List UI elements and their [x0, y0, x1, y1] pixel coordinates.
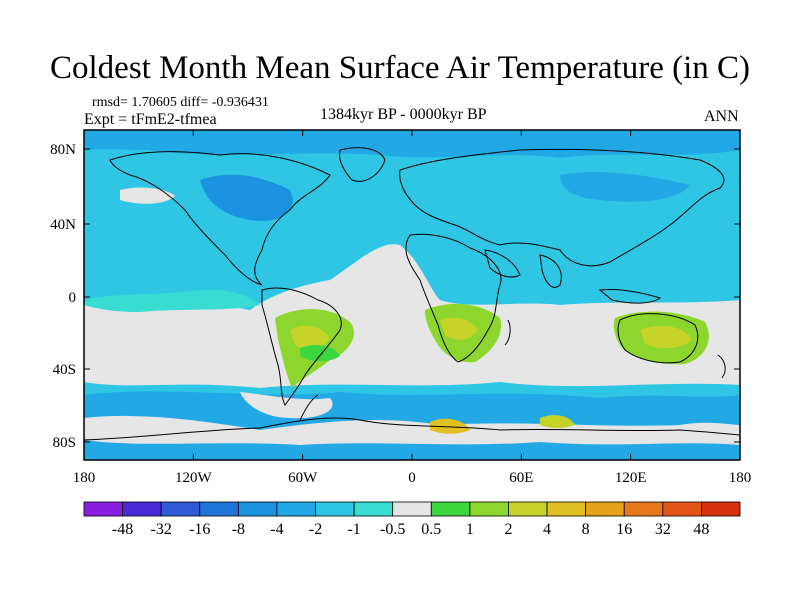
colorbar-swatch	[315, 501, 355, 517]
colorbar-label: 1	[466, 521, 474, 538]
colorbar-label: 8	[582, 521, 590, 538]
colorbar-swatch	[662, 501, 702, 517]
colorbar-label: -1	[347, 521, 360, 538]
lat-tick-label: 40S	[53, 362, 76, 378]
latitude-axis: 80N 40N 0 40S 80S	[50, 142, 740, 451]
lat-tick-label: 80N	[50, 142, 76, 158]
colorbar-label: -16	[189, 521, 210, 538]
colorbar-label: -0.5	[380, 521, 405, 538]
lon-tick-label: 60E	[509, 470, 533, 486]
experiment-text: Expt = tFmE2-tfmea	[84, 111, 217, 128]
colorbar-label: 16	[616, 521, 632, 538]
temperature-field	[84, 130, 740, 460]
map-title: Coldest Month Mean Surface Air Temperatu…	[50, 50, 750, 86]
longitude-axis: 180 120W 60W 0 60E 120E 180	[73, 130, 752, 486]
colorbar-swatch	[237, 501, 278, 517]
colorbar-swatch	[430, 501, 471, 517]
lon-tick-label: 180	[729, 470, 752, 486]
lon-tick-label: 120E	[615, 470, 647, 486]
colorbar-label: -32	[151, 521, 172, 538]
colorbar-swatch	[585, 501, 625, 517]
coastlines	[84, 147, 740, 441]
colorbar-swatch	[276, 501, 316, 517]
colorbar-swatch	[353, 501, 394, 517]
period-text: 1384kyr BP - 0000kyr BP	[320, 106, 487, 123]
colorbar-swatch	[623, 501, 664, 517]
colorbar-label: -48	[112, 521, 133, 538]
colorbar-swatch	[546, 501, 587, 517]
colorbar-label: 32	[655, 521, 671, 538]
lon-tick-label: 60W	[288, 470, 318, 486]
colorbar-swatch	[469, 501, 509, 517]
colorbar-swatch	[392, 501, 432, 517]
lon-tick-label: 120W	[175, 470, 213, 486]
lon-tick-label: 0	[408, 470, 416, 486]
colorbar-label: -2	[309, 521, 322, 538]
colorbar-label: -8	[232, 521, 245, 538]
colorbar-swatch	[508, 501, 548, 517]
colorbar-label: 4	[543, 521, 551, 538]
colorbar-label: 0.5	[421, 521, 441, 538]
season-label: ANN	[704, 108, 739, 125]
lat-tick-label: 80S	[53, 435, 76, 451]
colorbar-label: 48	[693, 521, 709, 538]
colorbar-swatch	[83, 501, 123, 517]
colorbar-swatch	[701, 501, 741, 517]
lat-tick-label: 0	[69, 290, 77, 306]
stats-text: rmsd= 1.70605 diff= -0.936431	[92, 95, 269, 110]
lat-tick-label: 40N	[50, 217, 76, 233]
colorbar-swatch	[160, 501, 201, 517]
colorbar-swatch	[122, 501, 162, 517]
colorbar-labels: -48 -32 -16 -8 -4 -2 -1 -0.5 0.5 1 2 4 8 16 32 48	[112, 521, 709, 538]
colorbar-label: 2	[504, 521, 512, 538]
lon-tick-label: 180	[73, 470, 96, 486]
colorbar	[83, 501, 741, 517]
colorbar-swatch	[199, 501, 239, 517]
colorbar-label: -4	[270, 521, 283, 538]
